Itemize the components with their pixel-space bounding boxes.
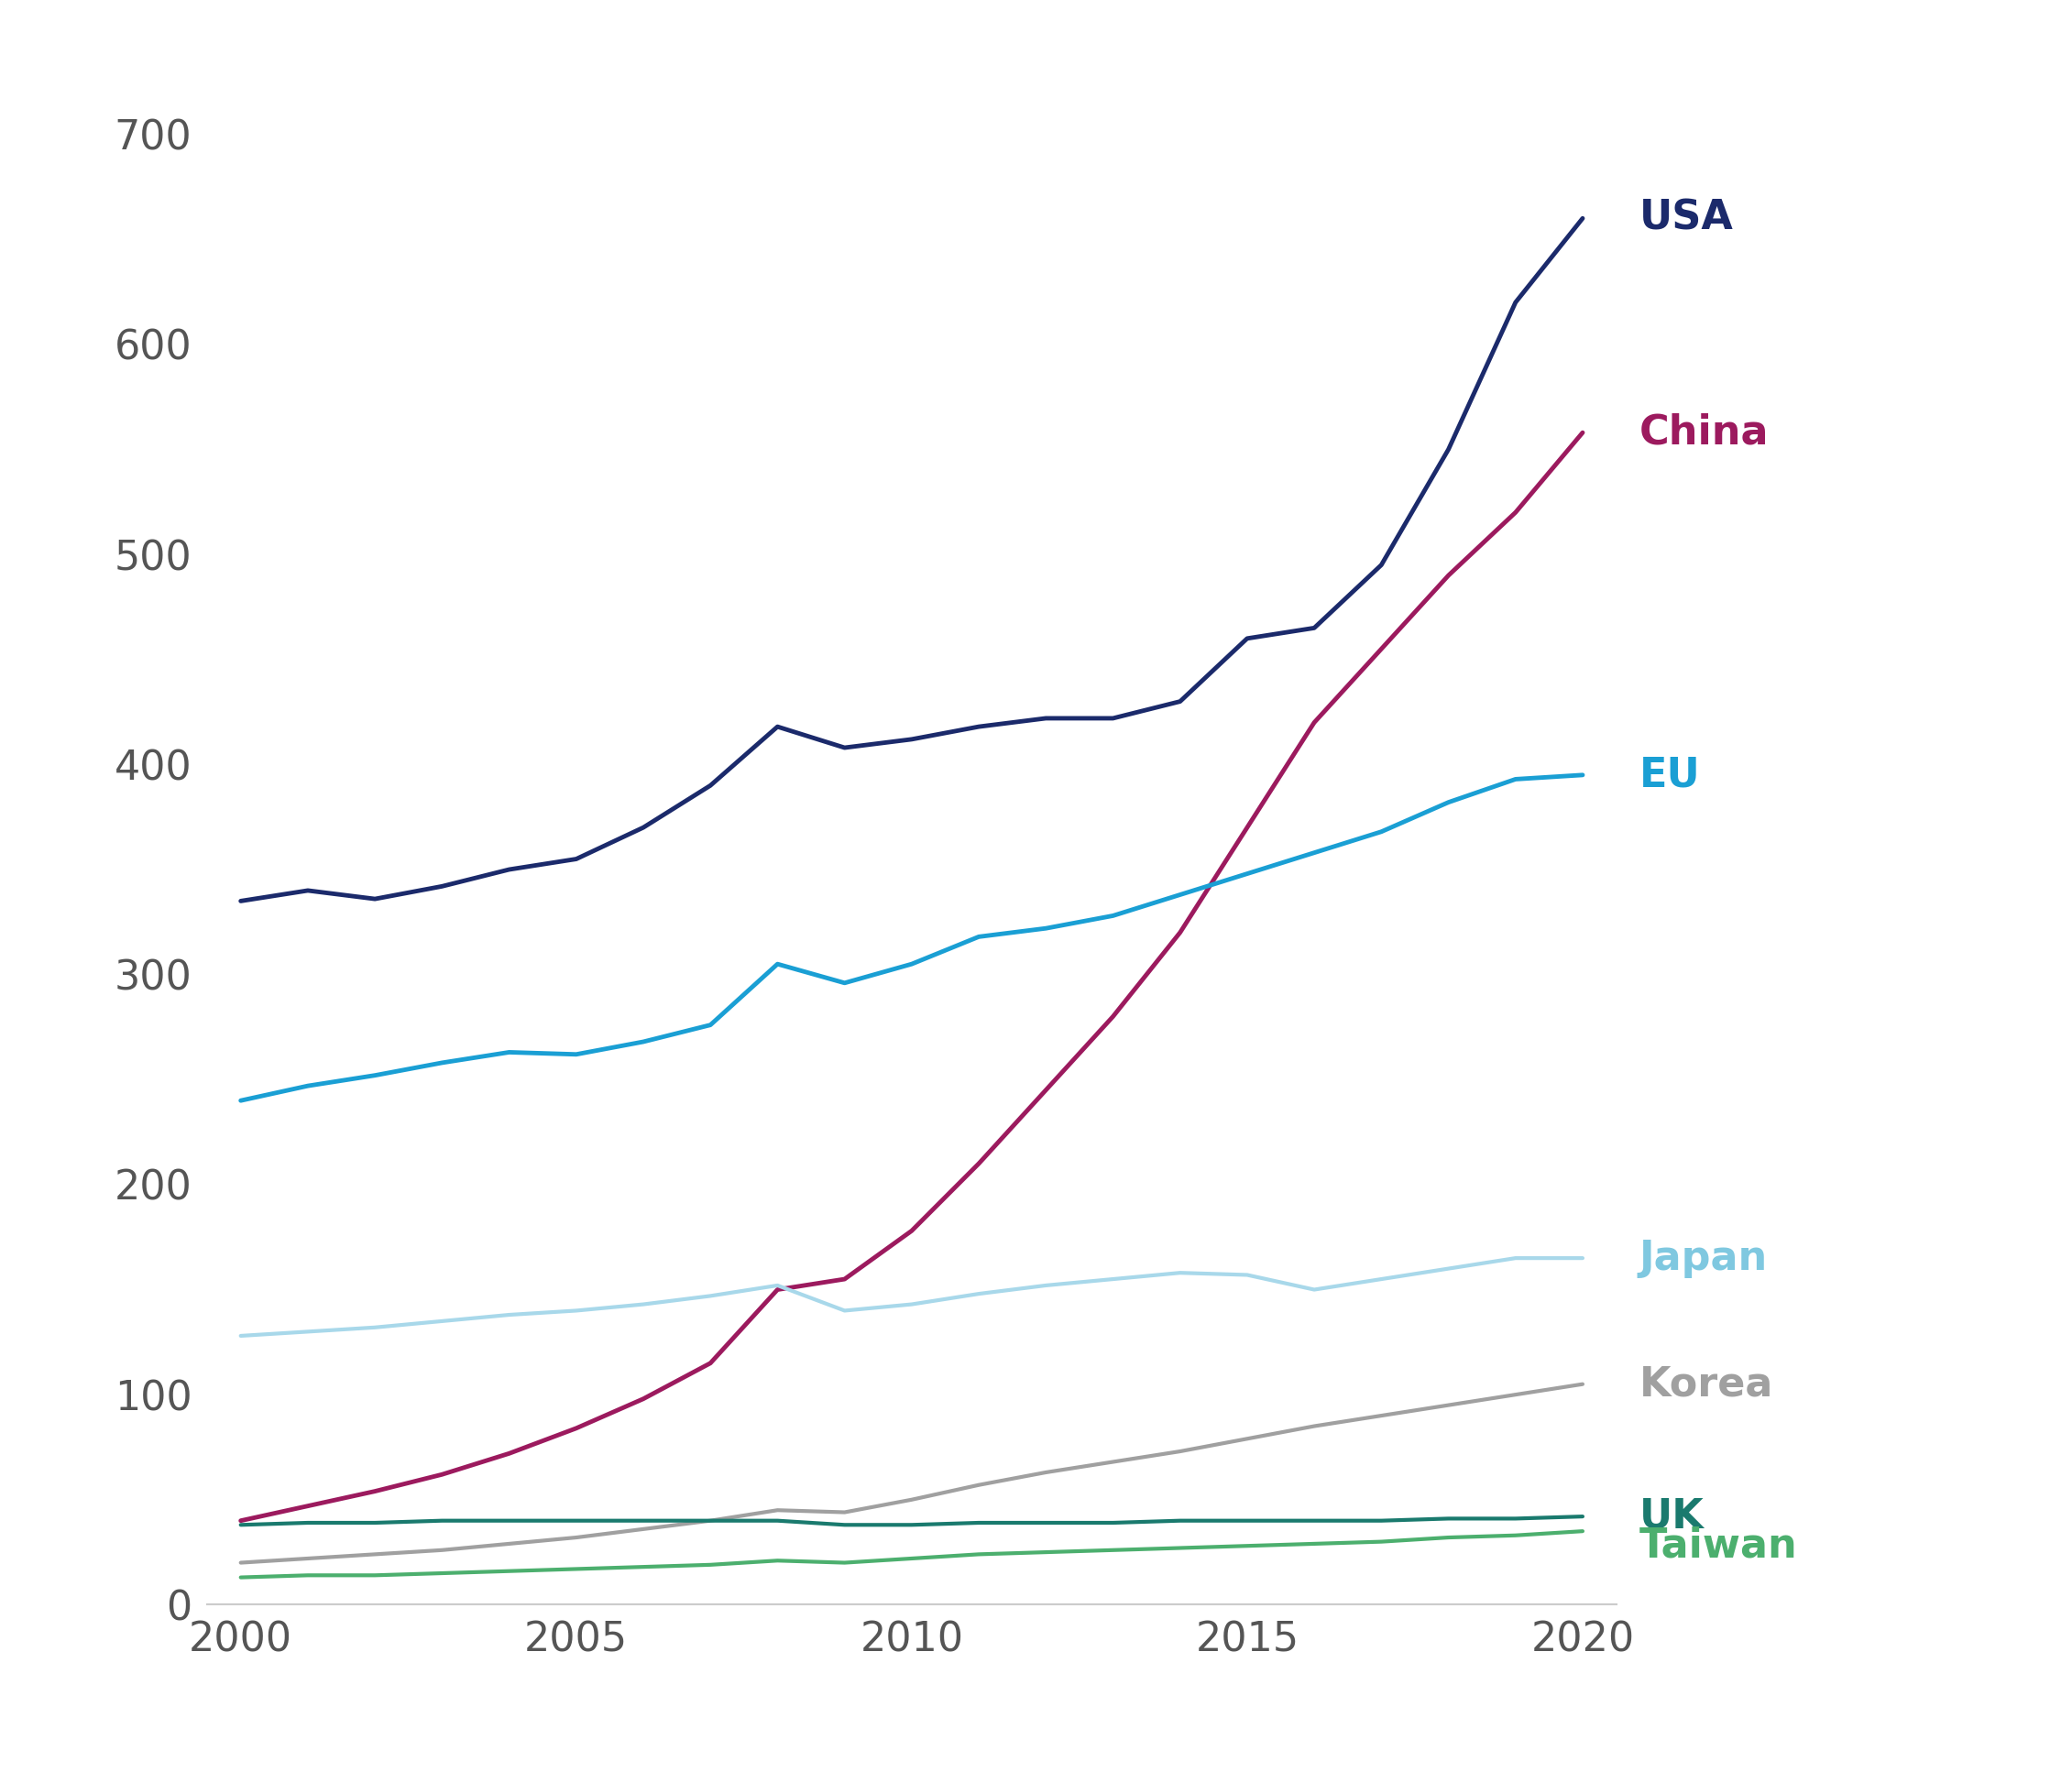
Text: Taiwan: Taiwan — [1639, 1526, 1796, 1565]
Text: EU: EU — [1639, 756, 1701, 795]
Text: Korea: Korea — [1639, 1364, 1774, 1403]
Text: UK: UK — [1639, 1496, 1703, 1537]
Text: USA: USA — [1639, 198, 1734, 239]
Text: Japan: Japan — [1639, 1239, 1767, 1278]
Text: China: China — [1639, 414, 1769, 453]
